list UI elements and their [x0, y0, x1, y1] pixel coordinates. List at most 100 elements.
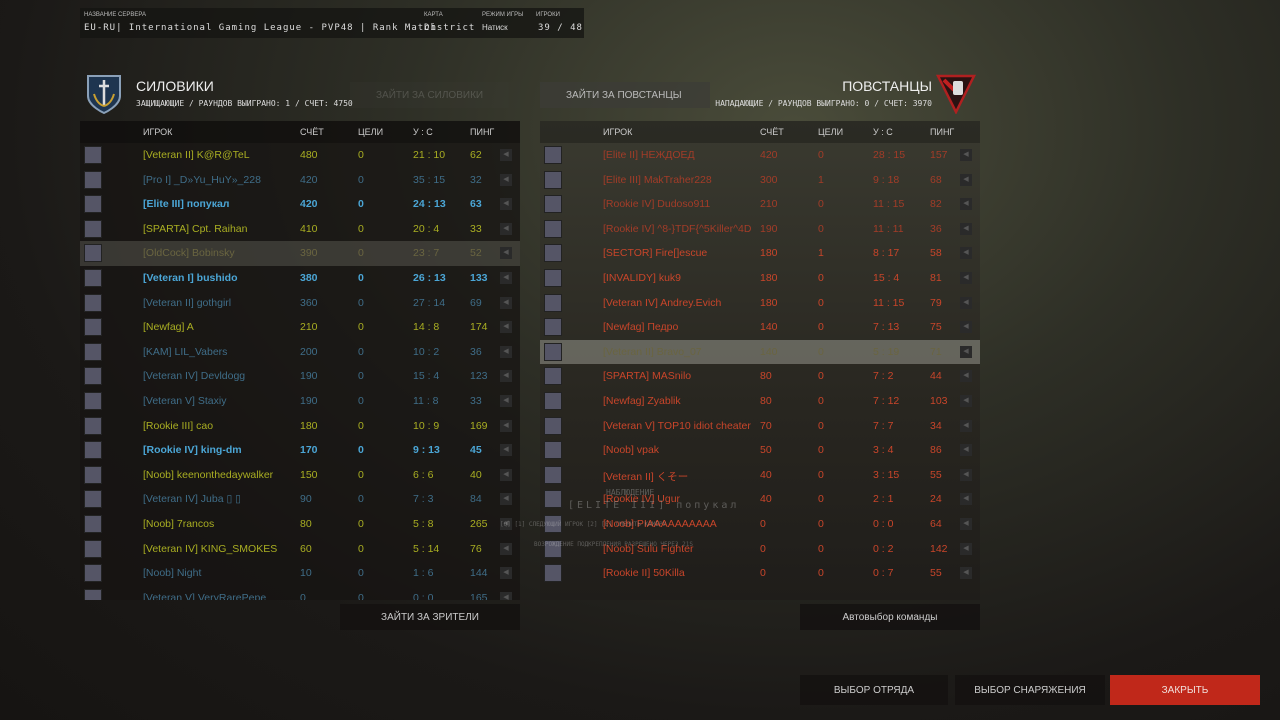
player-row[interactable]: [KAM] LIL_Vabers 200 0 10 : 2 36 ◀	[80, 340, 520, 365]
player-row[interactable]: [Rookie II] 50Killa 0 0 0 : 7 55 ◀	[540, 561, 980, 586]
mute-speaker-icon[interactable]: ◀	[500, 517, 512, 530]
player-row[interactable]: [Veteran V] TOP10 idiot cheater 70 0 7 : 7 3…	[540, 414, 980, 439]
player-row[interactable]: [Veteran V] VeryRarePepe 0 0 0 : 0 165 ◀	[80, 586, 520, 600]
mute-speaker-icon[interactable]: ◀	[500, 222, 512, 235]
column-header-goals[interactable]: ЦЕЛИ	[358, 127, 384, 137]
player-row[interactable]: [OldCock] Bobinsky 390 0 23 : 7 52 ◀	[80, 241, 520, 266]
right-team-scoreboard: ИГРОК СЧЁТ ЦЕЛИ У : С ПИНГ [Elite II] НЕЖДОЕД…	[540, 121, 980, 600]
mute-speaker-icon[interactable]: ◀	[500, 567, 512, 580]
mute-speaker-icon[interactable]: ◀	[960, 468, 972, 481]
player-score: 10	[300, 567, 312, 580]
player-row[interactable]: [Veteran IV] Juba ▯ ▯ 90 0 7 : 3 84 ◀	[80, 487, 520, 512]
mute-speaker-icon[interactable]: ◀	[500, 345, 512, 358]
mute-speaker-icon[interactable]: ◀	[960, 149, 972, 161]
player-row[interactable]: [Noob] PIAAAAAAAAAA 0 0 0 : 0 64 ◀	[540, 512, 980, 537]
column-header-ping[interactable]: ПИНГ	[470, 127, 495, 137]
player-avatar	[84, 219, 102, 238]
mute-speaker-icon[interactable]: ◀	[960, 444, 972, 457]
player-row[interactable]: [Noob] Sulu Fighter 0 0 0 : 2 142 ◀	[540, 537, 980, 562]
player-row[interactable]: [Veteran II] K@R@TeL 480 0 21 : 10 62 ◀	[80, 143, 520, 168]
player-row[interactable]: [Elite III] попукал 420 0 24 : 13 63 ◀	[80, 192, 520, 217]
player-row[interactable]: [Veteran IV] KING_SMOKES 60 0 5 : 14 76 ◀	[80, 537, 520, 562]
player-row[interactable]: [Rookie IV] Ugur 40 0 2 : 1 24 ◀	[540, 487, 980, 512]
player-row[interactable]: [Rookie III] cao 180 0 10 : 9 169 ◀	[80, 414, 520, 439]
player-row[interactable]: [SPARTA] MASnilo 80 0 7 : 2 44 ◀	[540, 364, 980, 389]
mute-speaker-icon[interactable]: ◀	[500, 542, 512, 555]
player-avatar	[544, 268, 562, 287]
mute-speaker-icon[interactable]: ◀	[960, 493, 972, 506]
player-ping: 33	[470, 394, 482, 407]
mute-speaker-icon[interactable]: ◀	[500, 493, 512, 506]
player-row[interactable]: [Noob] Night 10 0 1 : 6 144 ◀	[80, 561, 520, 586]
mute-speaker-icon[interactable]: ◀	[500, 468, 512, 481]
player-row[interactable]: [Newfag] Zyablik 80 0 7 : 12 103 ◀	[540, 389, 980, 414]
mute-speaker-icon[interactable]: ◀	[960, 394, 972, 407]
mute-speaker-icon[interactable]: ◀	[500, 419, 512, 432]
player-row[interactable]: [Newfag] A 210 0 14 : 8 174 ◀	[80, 315, 520, 340]
player-row[interactable]: [SPARTA] Cpt. Raihan 410 0 20 : 4 33 ◀	[80, 217, 520, 242]
column-header-player[interactable]: ИГРОК	[603, 127, 633, 137]
player-row[interactable]: [Newfag] Педро 140 0 7 : 13 75 ◀	[540, 315, 980, 340]
squad-select-button[interactable]: ВЫБОР ОТРЯДА	[800, 675, 948, 705]
player-row[interactable]: [Veteran II] くそー 40 0 3 : 15 55 ◀	[540, 463, 980, 488]
column-header-score[interactable]: СЧЁТ	[760, 127, 784, 137]
player-row[interactable]: [Pro I] _D»Yu_HuY»_228 420 0 35 : 15 32 ◀	[80, 168, 520, 193]
column-header-kd[interactable]: У : С	[873, 127, 893, 137]
mute-speaker-icon[interactable]: ◀	[960, 567, 972, 580]
player-row[interactable]: [INVALIDY] kuk9 180 0 15 : 4 81 ◀	[540, 266, 980, 291]
player-row[interactable]: [SECTOR] Fire[]escue 180 1 8 : 17 58 ◀	[540, 241, 980, 266]
mute-speaker-icon[interactable]: ◀	[500, 173, 512, 186]
join-right-team-button[interactable]: ЗАЙТИ ЗА ПОВСТАНЦЫ	[540, 82, 710, 108]
player-row[interactable]: [Rookie IV] king-dm 170 0 9 : 13 45 ◀	[80, 438, 520, 463]
mute-speaker-icon[interactable]: ◀	[960, 198, 972, 211]
column-header-player[interactable]: ИГРОК	[143, 127, 173, 137]
player-kills-deaths: 5 : 19	[873, 345, 900, 358]
column-header-ping[interactable]: ПИНГ	[930, 127, 955, 137]
column-header-goals[interactable]: ЦЕЛИ	[818, 127, 844, 137]
mute-speaker-icon[interactable]: ◀	[960, 345, 972, 358]
player-row[interactable]: [Veteran V] Staxiy 190 0 11 : 8 33 ◀	[80, 389, 520, 414]
join-spectators-button[interactable]: ЗАЙТИ ЗА ЗРИТЕЛИ	[340, 604, 520, 630]
mute-speaker-icon[interactable]: ◀	[960, 321, 972, 334]
mute-speaker-icon[interactable]: ◀	[960, 419, 972, 432]
mute-speaker-icon[interactable]: ◀	[500, 149, 512, 161]
mute-speaker-icon[interactable]: ◀	[960, 271, 972, 284]
mute-speaker-icon[interactable]: ◀	[500, 321, 512, 334]
mute-speaker-icon[interactable]: ◀	[960, 173, 972, 186]
player-row[interactable]: [Rookie IV] ^8-}TDF{^5Killer^4D 190 0 11 : …	[540, 217, 980, 242]
player-row[interactable]: [Veteran IV] Devldogg 190 0 15 : 4 123 ◀	[80, 364, 520, 389]
player-row[interactable]: [Veteran II] Bravo_07 140 0 5 : 19 71 ◀	[540, 339, 980, 365]
column-header-kd[interactable]: У : С	[413, 127, 433, 137]
mute-speaker-icon[interactable]: ◀	[960, 296, 972, 309]
join-left-team-button[interactable]: ЗАЙТИ ЗА СИЛОВИКИ	[350, 82, 520, 108]
auto-select-team-button[interactable]: Автовыбор команды	[800, 604, 980, 630]
mute-speaker-icon[interactable]: ◀	[500, 394, 512, 407]
mute-speaker-icon[interactable]: ◀	[960, 222, 972, 235]
mute-speaker-icon[interactable]: ◀	[500, 444, 512, 457]
mute-speaker-icon[interactable]: ◀	[960, 247, 972, 260]
mute-speaker-icon[interactable]: ◀	[960, 542, 972, 555]
loadout-select-button[interactable]: ВЫБОР СНАРЯЖЕНИЯ	[955, 675, 1105, 705]
mute-speaker-icon[interactable]: ◀	[500, 296, 512, 309]
player-row[interactable]: [Noob] 7rancos 80 0 5 : 8 265 ◀	[80, 512, 520, 537]
player-ping: 55	[930, 468, 942, 481]
player-row[interactable]: [Elite II] НЕЖДОЕД 420 0 28 : 15 157 ◀	[540, 143, 980, 168]
mute-speaker-icon[interactable]: ◀	[500, 247, 512, 260]
mute-speaker-icon[interactable]: ◀	[500, 591, 512, 600]
player-row[interactable]: [Veteran I] bushido 380 0 26 : 13 133 ◀	[80, 266, 520, 291]
player-row[interactable]: [Noob] vpak 50 0 3 : 4 86 ◀	[540, 438, 980, 463]
player-row[interactable]: [Noob] keenonthedaywalker 150 0 6 : 6 40 ◀	[80, 463, 520, 488]
mute-speaker-icon[interactable]: ◀	[960, 370, 972, 383]
mute-speaker-icon[interactable]: ◀	[960, 517, 972, 530]
mute-speaker-icon[interactable]: ◀	[500, 271, 512, 284]
player-row[interactable]: [Veteran II] gothgirl 360 0 27 : 14 69 ◀	[80, 291, 520, 316]
player-ping: 32	[470, 173, 482, 186]
close-button[interactable]: ЗАКРЫТЬ	[1110, 675, 1260, 705]
column-header-score[interactable]: СЧЁТ	[300, 127, 324, 137]
respawn-timer: ВОЗРОЖДЕНИЕ ПОДКРЕПЛЕНИЯ РАЗРЕШЕНО ЧЕРЕЗ…	[534, 541, 693, 548]
player-row[interactable]: [Veteran IV] Andrey.Evich 180 0 11 : 15 79 ◀	[540, 291, 980, 316]
mute-speaker-icon[interactable]: ◀	[500, 198, 512, 211]
player-row[interactable]: [Elite III] MakTraher228 300 1 9 : 18 68 ◀	[540, 168, 980, 193]
player-row[interactable]: [Rookie IV] Dudoso911 210 0 11 : 15 82 ◀	[540, 192, 980, 217]
mute-speaker-icon[interactable]: ◀	[500, 370, 512, 383]
